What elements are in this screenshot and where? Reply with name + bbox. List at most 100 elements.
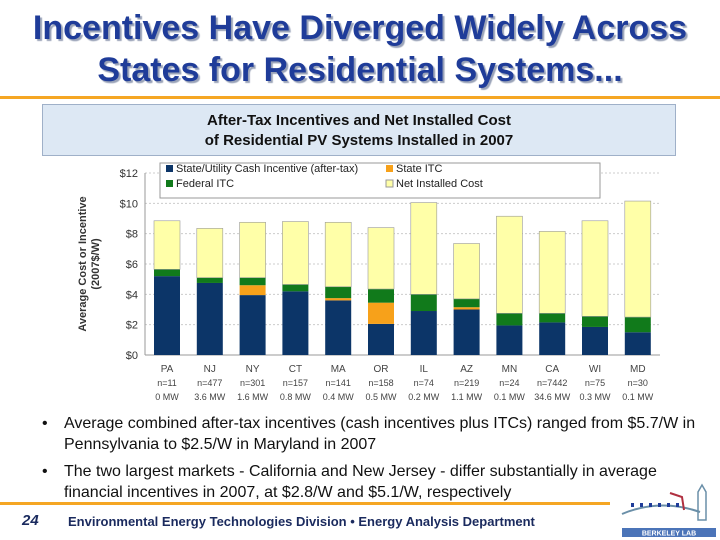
category-label: CT [289, 364, 302, 375]
sample-size-label: n=7442 [537, 378, 567, 388]
sample-size-label: n=157 [283, 378, 308, 388]
bar-segment [196, 282, 223, 355]
bullet-1: • Average combined after-tax incentives (… [42, 413, 702, 455]
chart-title-line2: of Residential PV Systems Installed in 2… [204, 132, 514, 149]
bar-segment [624, 200, 652, 318]
sample-size-label: n=477 [197, 378, 222, 388]
bar-segment [410, 294, 437, 312]
category-label: AZ [460, 364, 473, 375]
bar-segment [154, 269, 180, 277]
bar-segment [368, 323, 394, 355]
bar-segment [453, 243, 480, 300]
sample-size-label: n=30 [628, 378, 648, 388]
capacity-label: 0.4 MW [323, 392, 355, 402]
category-label: NJ [204, 364, 216, 375]
capacity-label: 34.6 MW [534, 392, 571, 402]
stacked-bar-chart: $0 $2 $4 $6 $8 $10 $12 Average Cost or Incentiv… [77, 162, 660, 402]
sample-size-label: n=158 [368, 378, 393, 388]
capacity-label: 0.3 MW [579, 392, 611, 402]
y-tick-label: $2 [126, 320, 138, 332]
legend-label: Federal ITC [176, 178, 234, 190]
sample-size-label: n=219 [454, 378, 479, 388]
capacity-label: 0.8 MW [280, 392, 312, 402]
slide-title-line2: States for Residential Systems... [97, 51, 623, 89]
bar-segment [582, 326, 608, 355]
legend-swatch [166, 165, 173, 172]
category-label: IL [420, 364, 429, 375]
capacity-label: 0 MW [155, 392, 179, 402]
y-tick-label: $12 [120, 168, 138, 180]
category-label: MN [502, 364, 518, 375]
bar-segment [410, 202, 438, 295]
bullet-2: • The two largest markets - California an… [42, 461, 702, 503]
bar-segment [239, 277, 266, 286]
capacity-label: 0.1 MW [622, 392, 654, 402]
capacity-label: 1.1 MW [451, 392, 483, 402]
bar-segment [282, 284, 309, 292]
bar-segment [196, 228, 224, 278]
bar-segment [325, 298, 352, 301]
footer-divider [0, 502, 610, 505]
y-tick-label: $0 [126, 350, 138, 362]
bullet-text: Average combined after-tax incentives (c… [64, 415, 696, 453]
bar-segment [539, 322, 566, 355]
bar-segment [539, 313, 566, 323]
y-tick-label: $4 [126, 289, 138, 301]
sample-size-label: n=74 [414, 378, 434, 388]
y-tick-label: $8 [126, 229, 138, 241]
svg-text:BERKELEY LAB: BERKELEY LAB [642, 531, 696, 538]
bar-segment [624, 317, 651, 333]
legend-swatch [386, 165, 393, 172]
category-label: CA [545, 364, 559, 375]
chart-title-line1: After-Tax Incentives and Net Installed C… [207, 112, 511, 129]
category-label: WI [589, 364, 601, 375]
bar-segment [453, 307, 480, 310]
bar-segment [325, 300, 352, 355]
bar-segment [582, 316, 608, 327]
bar-segment [538, 231, 566, 314]
bar-segment [325, 286, 352, 299]
bar-segment [453, 309, 480, 355]
bar-segment [496, 313, 523, 326]
legend-label: State/Utility Cash Incentive (after-tax) [176, 163, 358, 175]
bullet-text: The two largest markets - California and… [64, 463, 657, 501]
chart-title: After-Tax Incentives and Net Installed C… [42, 104, 676, 156]
sample-size-label: n=24 [499, 378, 519, 388]
capacity-label: 0.5 MW [365, 392, 397, 402]
bar-segment [154, 276, 180, 355]
capacity-label: 3.6 MW [194, 392, 226, 402]
bar-segment [581, 220, 609, 317]
bar-segment [453, 298, 480, 308]
legend-label: State ITC [396, 163, 443, 175]
footer-text: Environmental Energy Technologies Divisi… [68, 514, 535, 529]
capacity-label: 0.1 MW [494, 392, 526, 402]
bar-segment [282, 221, 309, 285]
y-tick-label: $10 [120, 198, 138, 210]
bar-segment [496, 215, 523, 314]
category-label: NY [246, 364, 260, 375]
slide-title-line1: Incentives Have Diverged Widely Across [32, 9, 688, 47]
bar-segment [153, 220, 181, 270]
sample-size-label: n=301 [240, 378, 265, 388]
sample-size-label: n=141 [326, 378, 351, 388]
bar-segment [196, 277, 223, 283]
sample-size-label: n=75 [585, 378, 605, 388]
bar-segment [282, 291, 309, 355]
category-label: PA [161, 364, 174, 375]
category-label: MD [630, 364, 646, 375]
category-label: MA [331, 364, 346, 375]
sample-size-label: n=11 [157, 378, 177, 388]
legend-swatch [166, 180, 173, 187]
bar-segment [624, 332, 651, 355]
legend-label: Net Installed Cost [396, 178, 483, 190]
legend-swatch [385, 179, 394, 188]
bar-segment [368, 302, 394, 324]
capacity-label: 0.2 MW [408, 392, 440, 402]
capacity-label: 1.6 MW [237, 392, 269, 402]
bar-segment [239, 285, 266, 296]
bar-segment [496, 325, 523, 355]
legend [159, 162, 601, 199]
page-number: 24 [22, 512, 39, 529]
category-label: OR [374, 364, 389, 375]
bar-segment [324, 221, 352, 288]
